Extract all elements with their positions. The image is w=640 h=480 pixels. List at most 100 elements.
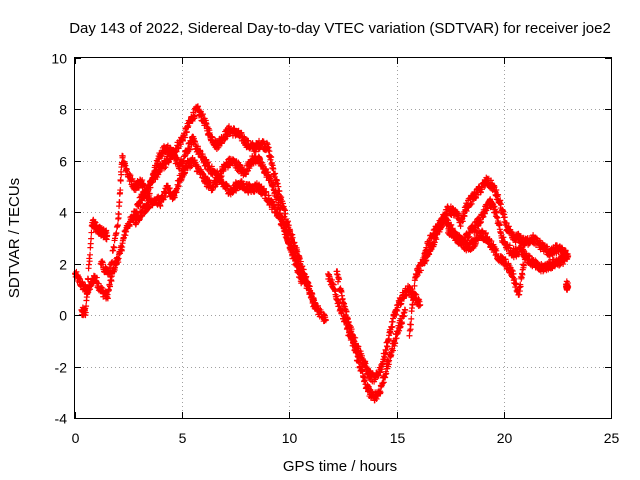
data-point bbox=[407, 321, 414, 328]
data-point bbox=[397, 323, 404, 330]
data-point bbox=[268, 154, 275, 161]
data-point bbox=[162, 194, 169, 201]
data-point bbox=[282, 226, 289, 233]
data-point bbox=[491, 203, 498, 210]
y-tick-label: 8 bbox=[59, 102, 67, 118]
y-tick-label: 6 bbox=[59, 154, 67, 170]
data-point bbox=[521, 256, 528, 263]
data-point bbox=[274, 194, 281, 201]
data-point bbox=[149, 179, 156, 186]
y-axis-label: SDTVAR / TECUs bbox=[6, 178, 23, 298]
data-point bbox=[188, 141, 195, 148]
data-point bbox=[477, 218, 484, 225]
data-point bbox=[177, 177, 184, 184]
data-point bbox=[487, 177, 494, 184]
data-point bbox=[495, 191, 502, 198]
data-point bbox=[431, 232, 438, 239]
data-point bbox=[295, 263, 302, 270]
data-point bbox=[336, 276, 343, 283]
data-point bbox=[93, 274, 100, 281]
data-point bbox=[322, 317, 329, 324]
series-track-9 bbox=[445, 225, 529, 298]
data-point bbox=[260, 138, 267, 145]
data-point bbox=[202, 173, 209, 180]
data-point bbox=[166, 185, 173, 192]
data-point bbox=[238, 129, 245, 136]
data-point bbox=[284, 218, 291, 225]
data-point bbox=[393, 335, 400, 342]
data-point bbox=[480, 213, 487, 220]
data-point bbox=[156, 169, 163, 176]
y-tick-label: 0 bbox=[59, 308, 67, 324]
data-point bbox=[500, 234, 507, 241]
axis-ticks: 0 5 10 15 20 25 -4 -2 0 2 4 6 8 10 bbox=[51, 51, 619, 447]
data-point bbox=[373, 395, 380, 402]
data-point bbox=[383, 347, 390, 354]
data-point bbox=[417, 301, 424, 308]
data-point bbox=[104, 232, 111, 239]
data-point bbox=[479, 186, 486, 193]
data-point bbox=[302, 273, 309, 280]
data-point bbox=[345, 318, 352, 325]
data-point bbox=[402, 307, 409, 313]
data-point bbox=[494, 214, 501, 221]
data-point bbox=[287, 240, 294, 247]
data-point bbox=[263, 188, 270, 195]
y-tick-label: -2 bbox=[55, 360, 68, 376]
data-point bbox=[109, 258, 116, 265]
series-track-1 bbox=[72, 103, 329, 325]
data-point bbox=[274, 180, 281, 187]
data-point bbox=[187, 145, 194, 152]
data-point bbox=[565, 283, 572, 290]
data-point bbox=[83, 294, 90, 301]
data-point bbox=[174, 155, 181, 162]
data-point bbox=[214, 181, 221, 188]
data-point bbox=[175, 182, 182, 189]
x-tick-label: 5 bbox=[179, 430, 187, 446]
data-point bbox=[501, 214, 508, 221]
data-point bbox=[115, 211, 122, 218]
series-track-4 bbox=[78, 216, 111, 319]
data-point bbox=[116, 199, 123, 206]
data-point bbox=[272, 188, 279, 195]
data-point bbox=[277, 205, 284, 212]
data-point bbox=[519, 271, 526, 278]
data-point bbox=[423, 257, 430, 264]
series-track-5 bbox=[324, 271, 409, 404]
data-point bbox=[516, 291, 523, 298]
series-track-8 bbox=[421, 196, 569, 275]
data-point bbox=[513, 280, 520, 287]
data-point bbox=[493, 208, 500, 215]
data-point bbox=[104, 295, 111, 302]
series-track-2 bbox=[97, 133, 319, 312]
data-point bbox=[497, 201, 504, 208]
data-point bbox=[410, 296, 417, 303]
data-point bbox=[171, 194, 178, 201]
data-point bbox=[272, 170, 279, 177]
data-point bbox=[387, 330, 394, 337]
data-point bbox=[87, 251, 94, 258]
data-point bbox=[270, 165, 277, 172]
data-point bbox=[113, 230, 120, 237]
data-point bbox=[522, 250, 529, 257]
data-point bbox=[122, 232, 129, 239]
data-point bbox=[503, 220, 510, 227]
data-point bbox=[468, 200, 475, 207]
data-point bbox=[334, 271, 341, 278]
data-point bbox=[117, 187, 124, 194]
data-point bbox=[106, 271, 113, 277]
data-point bbox=[509, 268, 516, 275]
data-point bbox=[363, 364, 370, 371]
data-point bbox=[85, 276, 92, 283]
data-point bbox=[378, 366, 385, 373]
data-point bbox=[481, 210, 488, 217]
data-point bbox=[178, 175, 185, 182]
data-point bbox=[117, 177, 124, 184]
data-point bbox=[341, 300, 348, 307]
data-point bbox=[516, 288, 523, 295]
series-track-3 bbox=[132, 154, 306, 287]
y-tick-label: 2 bbox=[59, 257, 67, 273]
data-point bbox=[390, 347, 397, 354]
data-point bbox=[191, 114, 198, 121]
